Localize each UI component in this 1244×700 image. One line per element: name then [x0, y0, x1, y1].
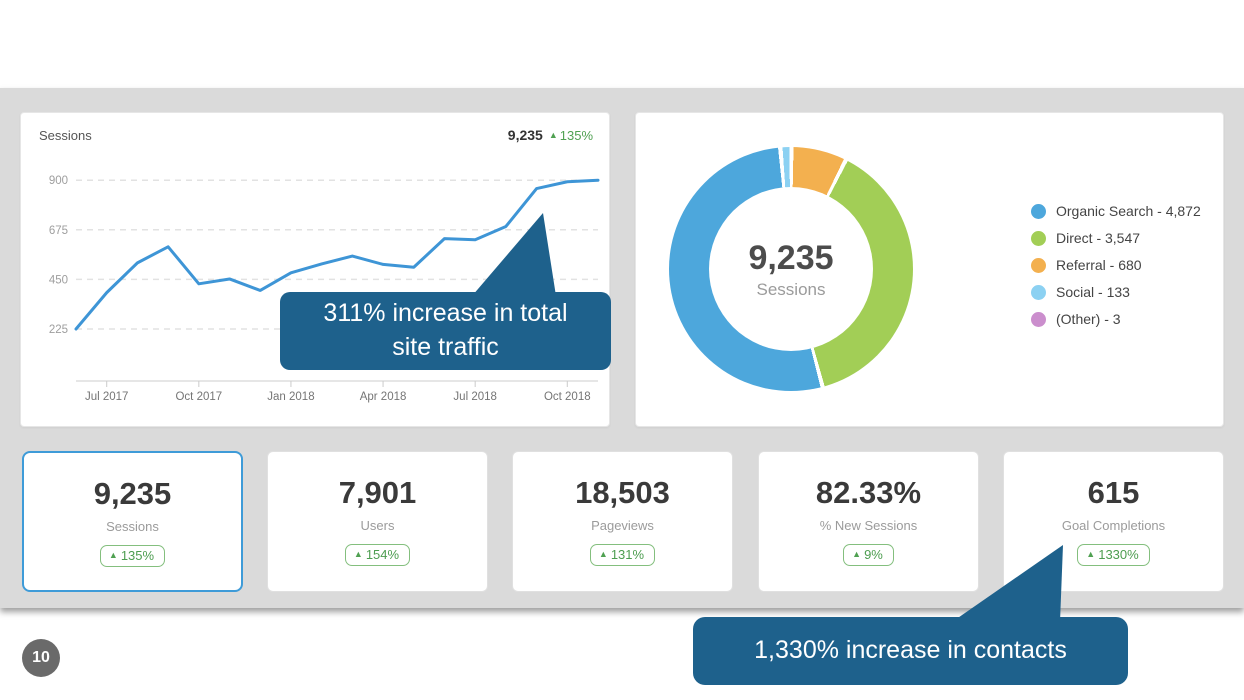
change-badge: ▲ 9%	[843, 544, 894, 566]
line-chart-change: 135%	[559, 128, 593, 143]
callout-traffic-text: 311% increase in total site traffic	[323, 299, 568, 361]
channels-donut-chart: 9,235 Sessions	[669, 147, 913, 391]
change-badge: ▲ 154%	[344, 544, 411, 566]
social-dot-icon	[1031, 284, 1046, 300]
channel-legend: Organic Search - 4,872 Direct - 3,547 Re…	[1031, 203, 1201, 327]
legend-item-referral: Referral - 680	[1031, 257, 1201, 273]
up-arrow-icon: ▲	[108, 550, 118, 560]
change-badge: ▲ 135%	[99, 545, 166, 567]
up-arrow-icon: ▲	[548, 130, 558, 140]
svg-text:Oct 2017: Oct 2017	[175, 391, 222, 403]
change-value: 131%	[610, 547, 645, 562]
legend-label: Social - 133	[1056, 284, 1130, 300]
stat-card-sessions[interactable]: 9,235 Sessions ▲ 135%	[22, 451, 243, 592]
up-arrow-icon: ▲	[852, 549, 862, 559]
change-badge: ▲ 1330%	[1077, 544, 1150, 566]
svg-text:675: 675	[49, 225, 68, 237]
svg-text:225: 225	[49, 324, 68, 336]
stat-value: 9,235	[93, 476, 172, 511]
stat-card-new-sessions[interactable]: 82.33% % New Sessions ▲ 9%	[758, 451, 979, 592]
stat-card-users[interactable]: 7,901 Users ▲ 154%	[267, 451, 488, 592]
stat-label: Goal Completions	[1061, 518, 1166, 533]
stat-value: 615	[1087, 475, 1140, 510]
stat-label: % New Sessions	[819, 518, 918, 533]
legend-label: Direct - 3,547	[1056, 230, 1141, 246]
stat-label: Sessions	[106, 519, 159, 534]
direct-dot-icon	[1031, 230, 1046, 246]
change-value: 1330%	[1098, 547, 1139, 562]
other-dot-icon	[1031, 311, 1046, 327]
page-number-badge: 10	[22, 639, 60, 677]
callout-contacts-text: 1,330% increase in contacts	[754, 636, 1067, 665]
callout-traffic-pointer	[472, 213, 556, 296]
stat-label: Pageviews	[591, 518, 654, 533]
donut-total-label: Sessions	[756, 279, 826, 299]
change-badge: ▲ 131%	[589, 544, 656, 566]
up-arrow-icon: ▲	[353, 549, 363, 559]
callout-contacts-pointer	[952, 545, 1063, 622]
svg-text:Oct 2018: Oct 2018	[544, 391, 591, 403]
line-chart-total-group: 9,235 ▲ 135%	[508, 127, 593, 143]
stat-label: Users	[360, 518, 395, 533]
channels-donut-card: 9,235 Sessions Organic Search - 4,872 Di…	[635, 112, 1224, 427]
legend-item-social: Social - 133	[1031, 284, 1201, 300]
stat-value: 82.33%	[815, 475, 922, 510]
line-chart-title: Sessions	[39, 128, 92, 143]
organic-search-dot-icon	[1031, 203, 1046, 219]
up-arrow-icon: ▲	[1086, 549, 1096, 559]
change-value: 9%	[864, 547, 883, 562]
legend-label: Organic Search - 4,872	[1056, 203, 1201, 219]
svg-text:Jul 2017: Jul 2017	[85, 391, 128, 403]
legend-item-organic-search: Organic Search - 4,872	[1031, 203, 1201, 219]
svg-text:Apr 2018: Apr 2018	[360, 391, 407, 403]
svg-text:450: 450	[49, 274, 68, 286]
change-value: 135%	[120, 548, 155, 563]
legend-item-other: (Other) - 3	[1031, 311, 1201, 327]
svg-text:Jul 2018: Jul 2018	[453, 391, 496, 403]
stat-value: 7,901	[338, 475, 417, 510]
legend-item-direct: Direct - 3,547	[1031, 230, 1201, 246]
line-chart-total: 9,235	[507, 127, 543, 143]
donut-center: 9,235 Sessions	[709, 187, 873, 351]
svg-text:Jan 2018: Jan 2018	[267, 391, 314, 403]
stat-card-pageviews[interactable]: 18,503 Pageviews ▲ 131%	[512, 451, 733, 592]
legend-label: (Other) - 3	[1056, 311, 1121, 327]
page-number: 10	[32, 649, 50, 666]
callout-traffic: 311% increase in total site traffic	[280, 292, 611, 370]
stat-value: 18,503	[575, 475, 670, 510]
callout-contacts: 1,330% increase in contacts	[693, 617, 1128, 685]
svg-text:900: 900	[49, 175, 68, 187]
donut-total: 9,235	[748, 238, 834, 277]
up-arrow-icon: ▲	[598, 549, 608, 559]
legend-label: Referral - 680	[1056, 257, 1142, 273]
referral-dot-icon	[1031, 257, 1046, 273]
change-value: 154%	[365, 547, 400, 562]
